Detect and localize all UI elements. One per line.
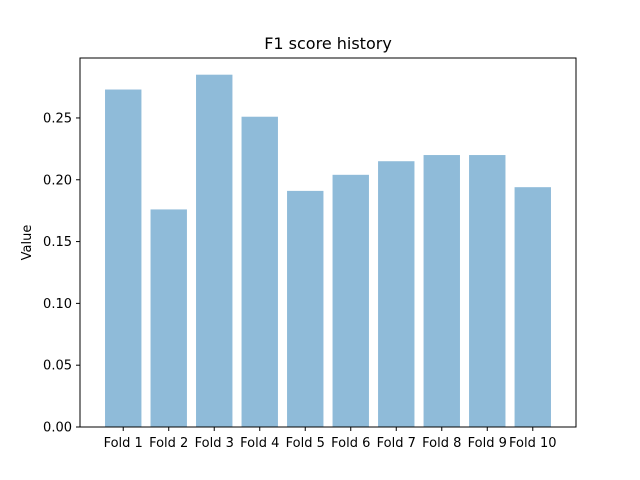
bar-fold-5: [287, 190, 324, 427]
bar-fold-7: [378, 161, 415, 427]
y-tick-label: 0.25: [43, 111, 72, 126]
chart-title: F1 score history: [264, 34, 392, 53]
plot-frame: [79, 57, 577, 428]
x-tick-label: Fold 6: [331, 436, 370, 451]
x-tick-label: Fold 5: [286, 436, 325, 451]
y-axis: 0.00 0.05 0.10 0.15 0.20 0.25: [43, 111, 80, 436]
x-tick-label: Fold 4: [240, 436, 279, 451]
bar-fold-6: [332, 174, 369, 427]
y-tick-label: 0.10: [43, 297, 72, 312]
bar-fold-3: [196, 74, 233, 427]
bars-layer: [105, 74, 551, 427]
x-tick-label: Fold 7: [377, 436, 416, 451]
y-tick-label: 0.00: [43, 421, 72, 436]
y-axis-label: Value: [20, 225, 35, 261]
x-tick-label: Fold 8: [422, 436, 461, 451]
y-tick-label: 0.05: [43, 359, 72, 374]
x-tick-label: Fold 9: [468, 436, 507, 451]
bar-fold-10: [514, 187, 551, 427]
bar-fold-1: [105, 89, 142, 427]
bar-fold-9: [469, 155, 506, 427]
x-tick-label: Fold 10: [509, 436, 557, 451]
bar-fold-4: [241, 116, 278, 427]
x-tick-label: Fold 1: [104, 436, 143, 451]
x-tick-label: Fold 3: [195, 436, 234, 451]
y-tick-label: 0.15: [43, 235, 72, 250]
bar-fold-2: [150, 209, 187, 427]
y-tick-label: 0.20: [43, 173, 72, 188]
x-axis: Fold 1 Fold 2 Fold 3 Fold 4 Fold 5 Fold 6 Fold…: [104, 427, 557, 451]
bar-fold-8: [423, 155, 460, 427]
x-tick-label: Fold 2: [149, 436, 188, 451]
